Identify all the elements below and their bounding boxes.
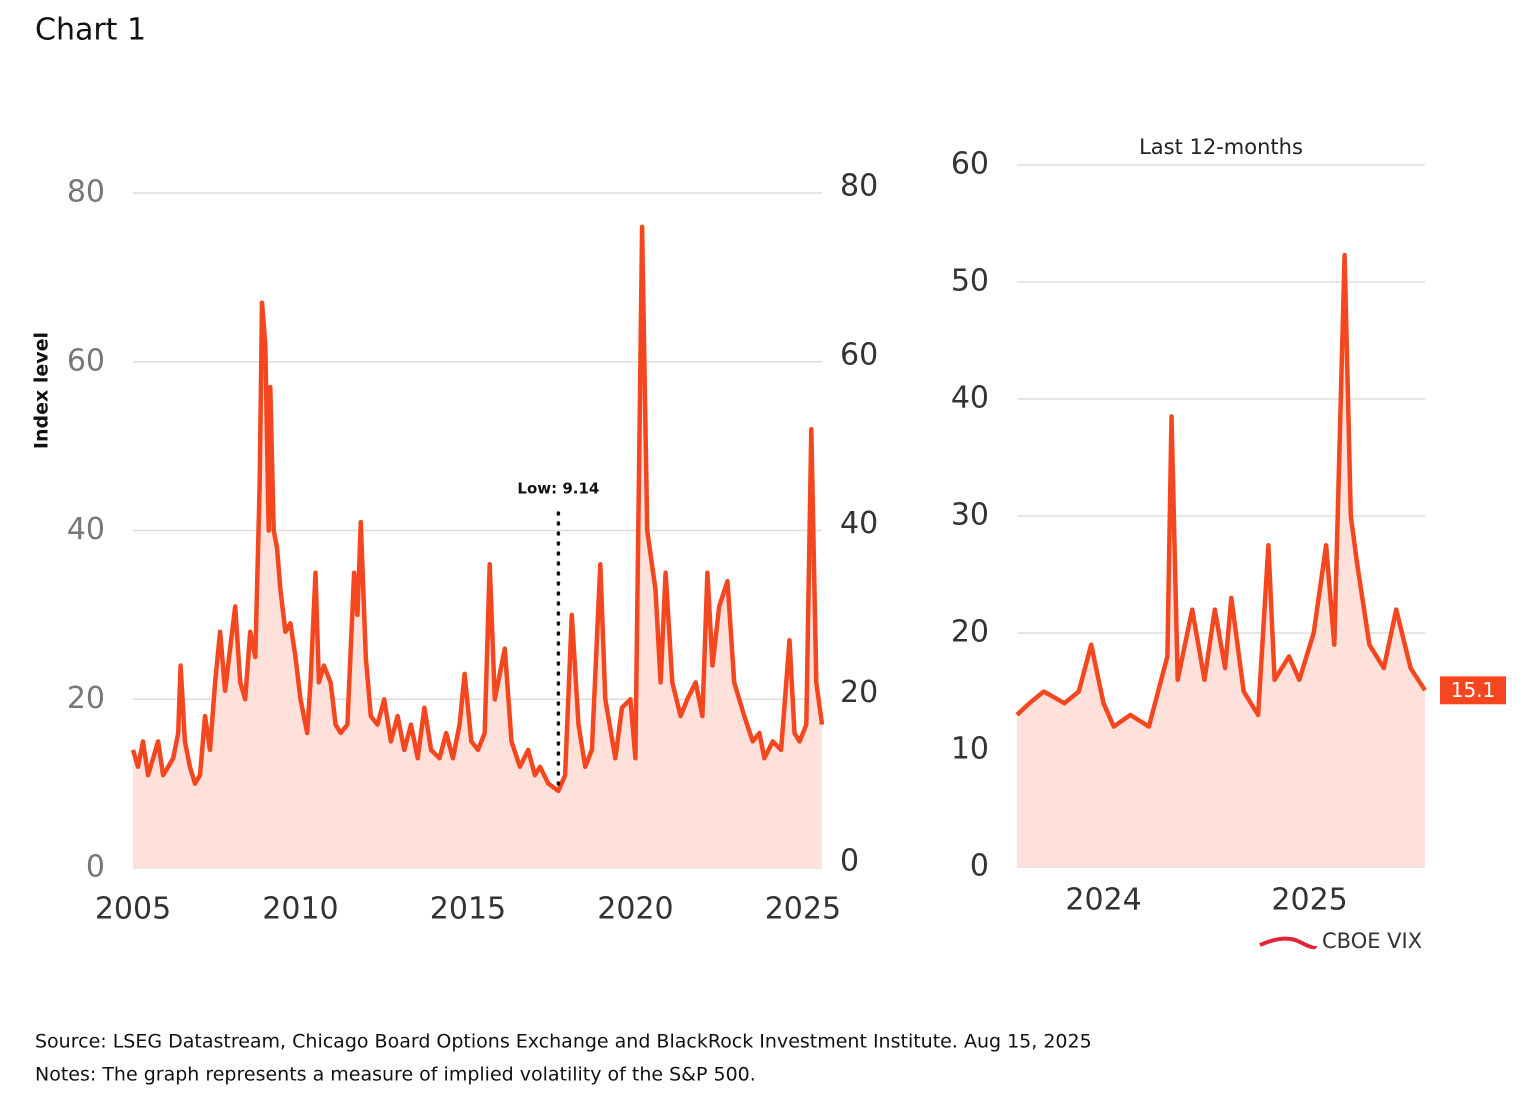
source: Source: LSEG Datastream, Chicago Board O… xyxy=(35,1031,1092,1053)
notes: Notes: The graph represents a measure of… xyxy=(35,1064,756,1086)
y-tick-label: 50 xyxy=(951,264,989,299)
y-tick-label: 0 xyxy=(970,849,989,884)
y-tick-label: 60 xyxy=(67,343,105,378)
x-tick-label: 2024 xyxy=(1065,883,1141,918)
y2-tick-label: 60 xyxy=(840,337,878,372)
y-tick-label: 40 xyxy=(951,381,989,416)
y-tick-label: 20 xyxy=(67,681,105,716)
y2-tick-label: 80 xyxy=(840,169,878,204)
y2-tick-label: 20 xyxy=(840,675,878,710)
y-tick-label: 80 xyxy=(67,175,105,210)
x-tick-label: 2010 xyxy=(262,892,338,927)
legend-label: CBOE VIX xyxy=(1322,929,1422,953)
legend-swatch xyxy=(1259,936,1317,950)
x-tick-label: 2005 xyxy=(95,892,171,927)
area-fill xyxy=(1017,255,1425,868)
annotation: Low: 9.14 xyxy=(517,480,599,498)
x-tick-label: 2025 xyxy=(1271,883,1347,918)
y2-tick-label: 0 xyxy=(840,844,859,879)
page-title: Chart 1 xyxy=(35,13,146,48)
end-label: 15.1 xyxy=(1451,678,1496,702)
x-tick-label: 2015 xyxy=(430,892,506,927)
y-tick-label: 60 xyxy=(951,147,989,182)
y-tick-label: 20 xyxy=(951,615,989,650)
x-tick-label: 2020 xyxy=(597,892,673,927)
area-fill xyxy=(133,226,822,869)
y-tick-label: 30 xyxy=(951,498,989,533)
x-tick-label: 2025 xyxy=(765,892,841,927)
subtitle: Last 12-months xyxy=(1139,135,1303,159)
line xyxy=(130,224,825,794)
end-label-box xyxy=(1440,676,1506,705)
line xyxy=(1015,252,1427,729)
y-axis-label: Index level xyxy=(31,332,53,449)
y-tick-label: 40 xyxy=(67,512,105,547)
y-tick-label: 0 xyxy=(86,850,105,885)
y2-tick-label: 40 xyxy=(840,506,878,541)
y-tick-label: 10 xyxy=(951,732,989,767)
